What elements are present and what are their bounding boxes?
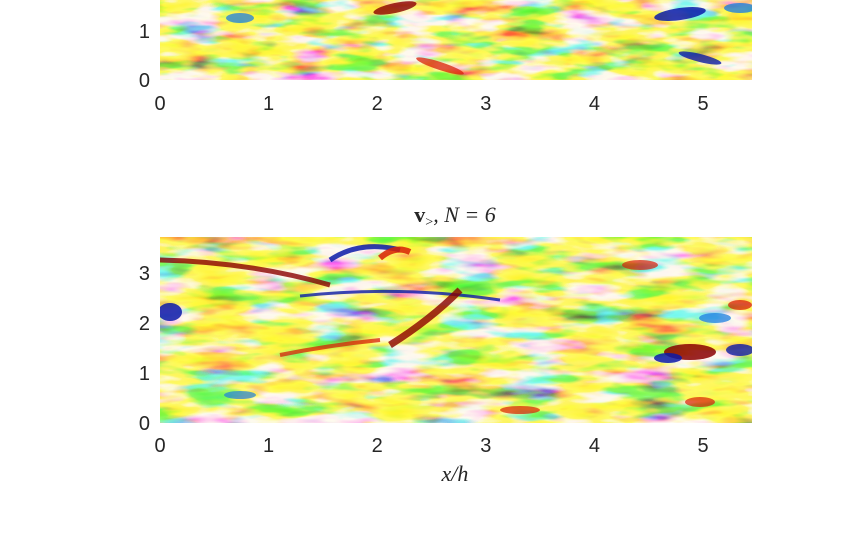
bottom-x-tick-4: 4 <box>589 435 600 457</box>
title-bold-v: v <box>414 202 425 227</box>
top-x-tick-5: 5 <box>697 93 708 115</box>
bottom-x-tick-5: 5 <box>697 435 708 457</box>
top-x-tick-1: 1 <box>263 93 274 115</box>
bottom-x-tick-0: 0 <box>154 435 165 457</box>
bottom-x-tick-1: 1 <box>263 435 274 457</box>
top-x-tick-4: 4 <box>589 93 600 115</box>
title-rest: , N = 6 <box>433 202 496 227</box>
top-panel: 1 0 0 1 2 3 4 5 <box>139 0 752 115</box>
bottom-panel-title: v>, N = 6 <box>414 202 495 230</box>
bottom-y-tick-2: 2 <box>139 313 150 335</box>
bottom-x-ticks: 0 1 2 3 4 5 <box>154 435 708 457</box>
top-y-ticks: 1 0 <box>139 21 150 92</box>
bottom-y-ticks: 3 2 1 0 <box>139 263 150 435</box>
top-y-tick-0: 0 <box>139 70 150 92</box>
top-x-tick-0: 0 <box>154 93 165 115</box>
top-x-tick-3: 3 <box>480 93 491 115</box>
top-x-tick-2: 2 <box>372 93 383 115</box>
bottom-y-tick-1: 1 <box>139 363 150 385</box>
title-subscript: > <box>425 215 433 230</box>
top-y-tick-1: 1 <box>139 21 150 43</box>
bottom-y-tick-3: 3 <box>139 263 150 285</box>
bottom-heatmap <box>160 237 752 423</box>
bottom-y-tick-0: 0 <box>139 413 150 435</box>
bottom-x-tick-2: 2 <box>372 435 383 457</box>
bottom-panel: v>, N = 6 3 2 1 0 0 <box>139 202 752 486</box>
top-heatmap <box>160 0 752 80</box>
top-x-ticks: 0 1 2 3 4 5 <box>154 93 708 115</box>
x-axis-label: x/h <box>441 461 469 486</box>
bottom-x-tick-3: 3 <box>480 435 491 457</box>
